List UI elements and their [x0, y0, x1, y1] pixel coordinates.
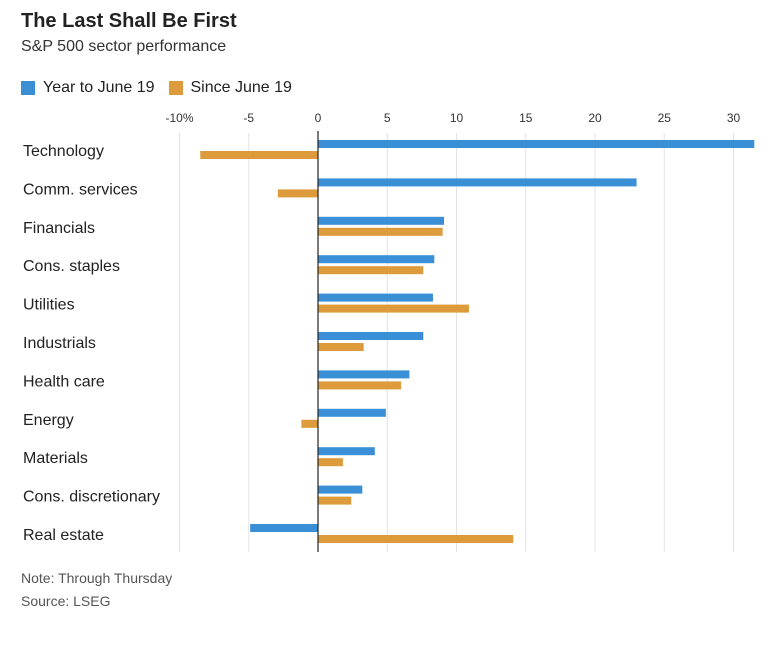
bar-since-june: [318, 535, 514, 543]
category-label: Health care: [23, 373, 105, 390]
legend-label: Since June 19: [190, 79, 292, 96]
bar-since-june: [301, 419, 318, 428]
bar-year-to-june: [318, 408, 386, 417]
category-label: Technology: [23, 143, 104, 160]
legend-swatch-blue: [21, 81, 35, 95]
bar-year-to-june: [250, 524, 318, 532]
bar-since-june: [318, 343, 364, 351]
bar-since-june: [318, 458, 343, 467]
chart-title: The Last Shall Be First: [21, 10, 237, 32]
chart-source: Source: LSEG: [21, 593, 111, 609]
legend-label: Year to June 19: [43, 79, 155, 96]
category-label: Cons. discretionary: [23, 489, 160, 506]
bar-year-to-june: [318, 485, 363, 494]
bar-year-to-june: [318, 178, 637, 187]
x-tick-label: 10: [450, 111, 464, 125]
x-tick-label: 15: [519, 111, 533, 125]
x-tick-label: -10%: [165, 111, 193, 125]
category-label: Financials: [23, 220, 95, 237]
x-tick-label: -5: [243, 111, 254, 125]
category-label: Energy: [23, 412, 74, 429]
chart-note: Note: Through Thursday: [21, 570, 173, 586]
bar-since-june: [200, 151, 318, 159]
bar-year-to-june: [318, 140, 755, 148]
bar-year-to-june: [318, 370, 410, 379]
bar-year-to-june: [318, 293, 433, 302]
category-label: Materials: [23, 450, 88, 467]
bar-since-june: [318, 304, 469, 313]
bar-since-june: [318, 381, 402, 390]
legend-item-since-june: Since June 19: [168, 79, 292, 97]
category-label: Utilities: [23, 297, 75, 314]
bar-year-to-june: [318, 255, 435, 264]
legend-item-year-to-june: Year to June 19: [21, 79, 155, 97]
bar-year-to-june: [318, 216, 445, 225]
x-tick-label: 25: [658, 111, 672, 125]
category-label: Real estate: [23, 527, 104, 544]
category-label: Comm. services: [23, 181, 138, 198]
bar-since-june: [318, 266, 424, 275]
x-tick-label: 0: [315, 111, 322, 125]
legend-swatch-orange: [168, 81, 183, 95]
x-tick-label: 20: [588, 111, 602, 125]
bar-year-to-june: [318, 447, 375, 456]
chart-subtitle: S&P 500 sector performance: [21, 38, 227, 55]
x-tick-label: 5: [384, 111, 391, 125]
legend: Year to June 19 Since June 19: [21, 79, 306, 97]
category-label: Cons. staples: [23, 258, 120, 275]
bar-since-june: [318, 496, 352, 505]
bar-since-june: [277, 189, 318, 198]
bar-year-to-june: [318, 332, 424, 340]
x-tick-label: 30: [727, 111, 741, 125]
bar-since-june: [318, 227, 443, 236]
category-label: Industrials: [23, 335, 96, 352]
